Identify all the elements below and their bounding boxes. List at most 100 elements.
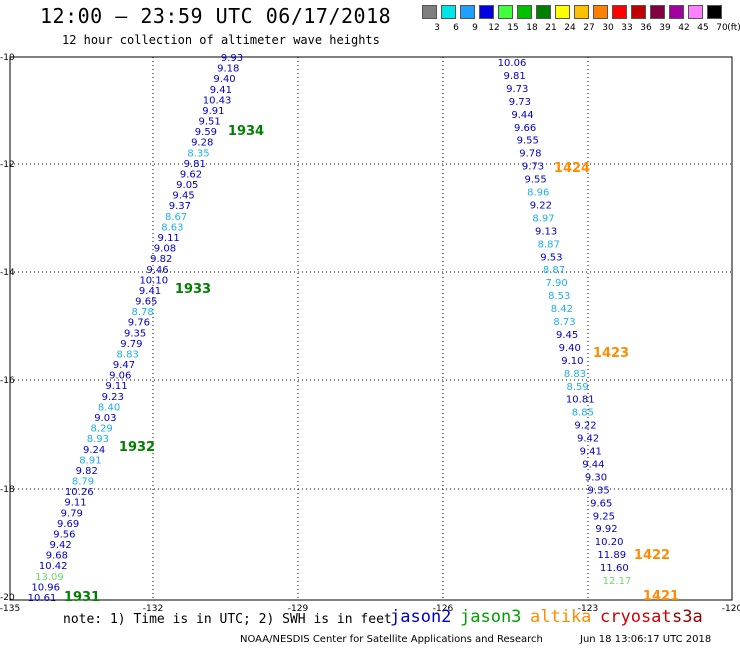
wave-height-label: 10.61: [28, 593, 57, 604]
wave-height-label: 9.18: [217, 64, 239, 75]
wave-height-label: 8.59: [566, 382, 588, 393]
satellite-legend-item: jason3: [460, 607, 522, 627]
x-tick-label: -120: [722, 604, 740, 614]
wave-height-label: 9.46: [146, 265, 168, 276]
pass-time-label: 1421: [643, 589, 679, 604]
wave-height-label: 9.93: [221, 53, 243, 64]
wave-height-label: 9.73: [509, 97, 531, 108]
wave-height-label: 9.11: [158, 233, 180, 244]
pass-time-label: 1933: [175, 282, 211, 297]
wave-height-label: 8.93: [87, 434, 109, 445]
colorbar-swatch: [707, 5, 722, 19]
colorbar-swatch: [593, 5, 608, 19]
x-tick-label: -132: [143, 604, 163, 614]
wave-height-label: 9.13: [535, 226, 557, 237]
wave-height-label: 8.35: [187, 148, 209, 159]
x-tick-label: -123: [578, 604, 598, 614]
wave-height-label: 9.25: [593, 511, 615, 522]
colorbar-label: 24: [564, 23, 576, 33]
colorbar-label: 18: [526, 23, 538, 33]
page-title: 12:00 – 23:59 UTC 06/17/2018: [40, 4, 392, 28]
wave-height-label: 8.29: [90, 424, 112, 435]
colorbar-label: 36: [640, 23, 652, 33]
footer-credit: NOAA/NESDIS Center for Satellite Applica…: [240, 634, 543, 645]
wave-height-label: 9.41: [580, 447, 602, 458]
colorbar-label: 27: [583, 23, 595, 33]
pass-time-label: 1934: [228, 124, 264, 139]
wave-height-label: 9.73: [506, 84, 528, 95]
wave-height-label: 9.91: [202, 106, 224, 117]
wave-height-label: 8.78: [131, 307, 153, 318]
wave-height-label: 9.22: [530, 200, 552, 211]
wave-height-label: 9.56: [53, 529, 75, 540]
colorbar-label: 9: [472, 23, 478, 33]
wave-height-label: 8.91: [79, 455, 101, 466]
wave-height-label: 9.42: [49, 540, 71, 551]
wave-height-label: 9.68: [46, 551, 68, 562]
colorbar-swatch: [688, 5, 703, 19]
y-tick-label: -10: [0, 53, 15, 63]
wave-height-label: 9.05: [176, 180, 198, 191]
colorbar-label: 12: [488, 23, 500, 33]
wave-height-label: 9.44: [582, 459, 604, 470]
y-tick-label: -18: [0, 485, 15, 495]
satellite-legend-item: cryosat: [600, 607, 672, 627]
wave-height-label: 9.40: [213, 74, 235, 85]
wave-height-label: 8.87: [538, 239, 560, 250]
wave-height-label: 9.45: [556, 330, 578, 341]
page-subtitle: 12 hour collection of altimeter wave hei…: [62, 33, 380, 47]
pass-time-label: 1932: [119, 440, 155, 455]
colorbar-label: 39: [659, 23, 671, 33]
wave-height-label: 9.53: [540, 252, 562, 263]
map-frame: [9, 56, 733, 601]
colorbar-unit: (ft): [727, 23, 740, 33]
wave-height-label: 9.73: [522, 162, 544, 173]
colorbar-swatch: [479, 5, 494, 19]
wave-height-label: 9.24: [83, 445, 105, 456]
colorbar-swatch: [536, 5, 551, 19]
wave-height-label: 9.10: [561, 356, 583, 367]
wave-height-label: 9.40: [559, 343, 581, 354]
colorbar-swatch: [669, 5, 684, 19]
y-tick-label: -20: [0, 593, 15, 603]
wave-height-label: 9.35: [124, 328, 146, 339]
wave-height-label: 9.03: [94, 413, 116, 424]
colorbar-swatch: [422, 5, 437, 19]
wave-height-label: 10.43: [203, 95, 232, 106]
wave-height-label: 9.11: [64, 498, 86, 509]
colorbar-swatch: [460, 5, 475, 19]
y-tick-label: -16: [0, 376, 15, 386]
wave-height-label: 9.11: [105, 381, 127, 392]
wave-height-label: 9.66: [514, 123, 536, 134]
wave-height-label: 9.62: [180, 169, 202, 180]
satellite-legend-item: jason2: [390, 607, 452, 627]
wave-height-label: 8.53: [548, 291, 570, 302]
colorbar-swatch: [574, 5, 589, 19]
colorbar-label: 33: [621, 23, 633, 33]
colorbar-label: 3: [434, 23, 440, 33]
wave-height-label: 9.55: [524, 175, 546, 186]
satellite-legend-item: s3a: [672, 607, 703, 627]
wave-height-label: 9.65: [590, 498, 612, 509]
wave-height-label: 9.45: [172, 191, 194, 202]
wave-height-label: 10.96: [31, 582, 60, 593]
wave-height-label: 7.90: [545, 278, 567, 289]
wave-height-label: 9.81: [503, 71, 525, 82]
colorbar-swatch: [650, 5, 665, 19]
colorbar-label: 42: [678, 23, 690, 33]
y-tick-label: -14: [0, 268, 15, 278]
satellite-legend-item: altika: [530, 607, 592, 627]
wave-height-label: 8.40: [98, 402, 120, 413]
colorbar-swatch: [517, 5, 532, 19]
wave-height-label: 9.06: [109, 371, 131, 382]
x-tick-label: -135: [0, 604, 20, 614]
wave-height-label: 9.35: [587, 485, 609, 496]
wave-height-label: 10.26: [65, 487, 94, 498]
colorbar-label: 15: [507, 23, 519, 33]
colorbar-swatch: [441, 5, 456, 19]
wave-height-label: 8.42: [551, 304, 573, 315]
wave-height-label: 9.69: [57, 519, 79, 530]
x-tick-label: -126: [433, 604, 454, 614]
wave-height-label: 8.87: [543, 265, 565, 276]
